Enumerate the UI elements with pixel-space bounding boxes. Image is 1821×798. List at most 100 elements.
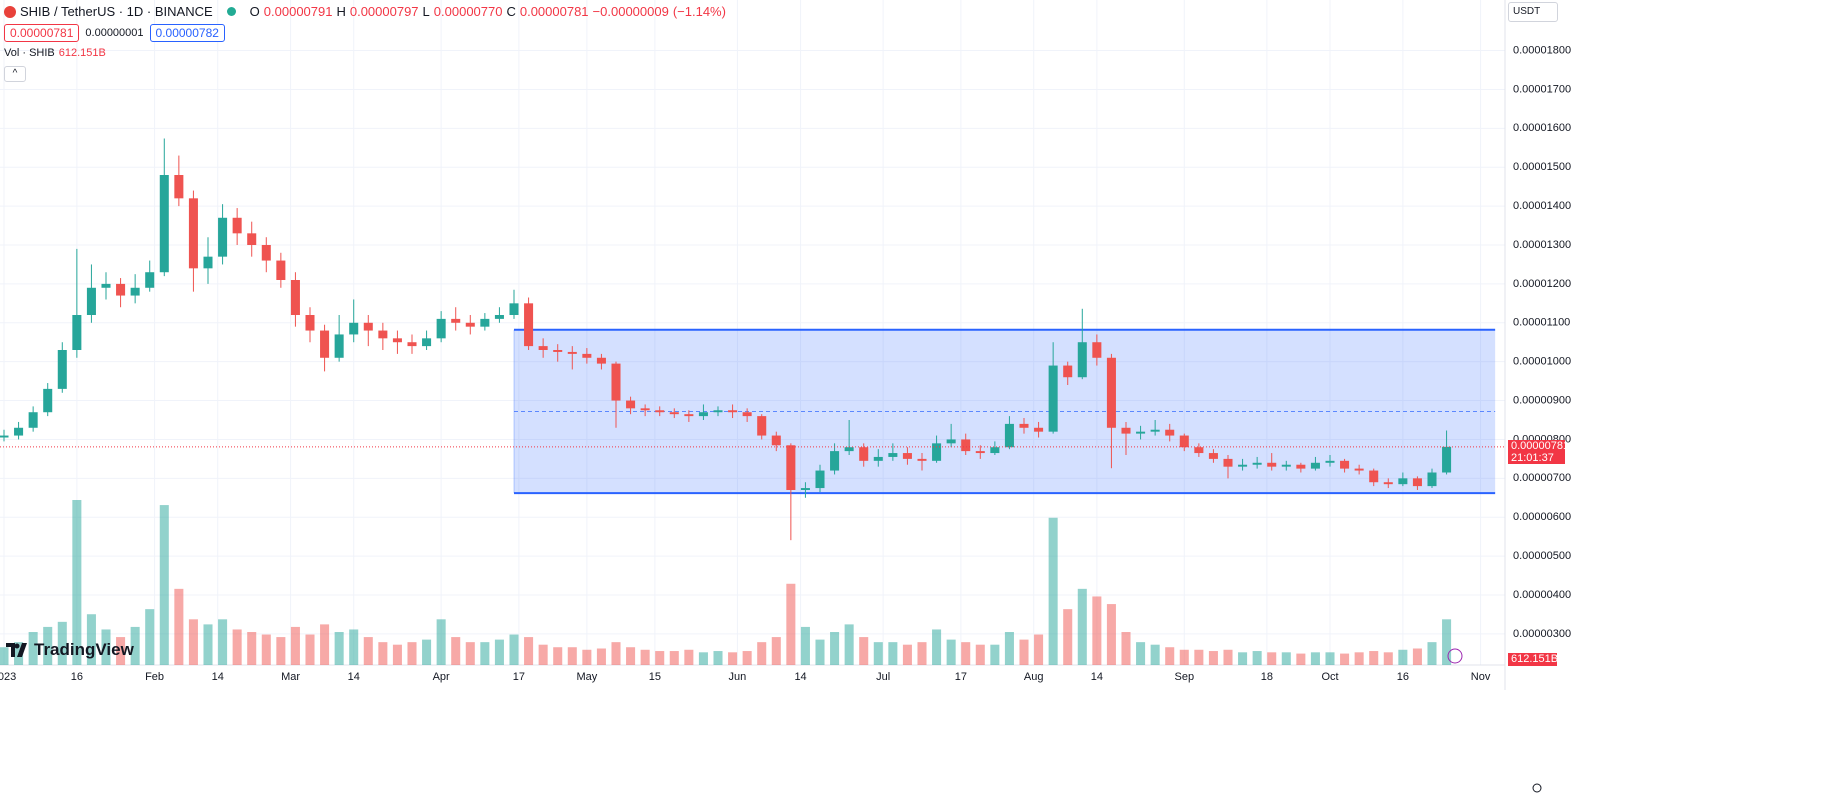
alert-icon[interactable] (1447, 648, 1463, 664)
y-tick-label: 0.00000600 (1513, 511, 1571, 523)
candle-body (1383, 482, 1393, 485)
volume-bar (524, 637, 534, 665)
volume-bar (407, 642, 417, 665)
volume-bar (130, 626, 140, 665)
currency-button[interactable]: USDT (1508, 2, 1558, 22)
ohlc-value: 0.00000781 (519, 4, 589, 19)
ohlc-key: C (506, 4, 516, 19)
x-tick-label: Oct (1321, 671, 1338, 683)
volume-bar (975, 644, 985, 665)
candle-body (363, 322, 373, 331)
volume-bar (232, 629, 242, 665)
volume-value: 612.151B (58, 47, 106, 59)
volume-bar (1340, 653, 1350, 665)
volume-bar (1267, 652, 1277, 665)
candle-body (130, 287, 140, 296)
last-price-badge: 0.00000781 21:01:37 (1508, 439, 1570, 464)
x-tick-label: 15 (649, 671, 661, 683)
candle-body (72, 315, 82, 350)
collapse-button[interactable]: ^ (4, 66, 26, 82)
change-percent: (−1.14%) (672, 4, 726, 19)
candle-body (728, 410, 738, 413)
x-tick-label: 17 (955, 671, 967, 683)
ohlc-value: 0.00000770 (433, 4, 503, 19)
candle-body (232, 217, 242, 234)
candle-body (494, 315, 504, 319)
volume-bar (611, 642, 621, 665)
candle-body (1398, 478, 1408, 485)
y-tick-label: 0.00001100 (1513, 317, 1570, 329)
volume-bar (28, 632, 38, 665)
candle-body (917, 458, 927, 461)
candle-body (946, 439, 956, 444)
y-tick-label: 0.00000300 (1513, 628, 1571, 640)
x-tick-label: Sep (1174, 671, 1194, 683)
candle-body (218, 217, 228, 257)
candle-body (611, 363, 621, 401)
x-tick-label: 2023 (0, 671, 16, 683)
candle-body (1136, 431, 1146, 434)
candle-body (1281, 464, 1291, 467)
buy-price[interactable]: 0.00000782 (149, 24, 225, 42)
volume-bar (1019, 639, 1029, 665)
x-tick-label: 14 (1091, 671, 1103, 683)
x-tick-label: Aug (1024, 671, 1044, 683)
volume-bar (1092, 596, 1102, 665)
candle-body (786, 445, 796, 490)
volume-bar (349, 629, 359, 665)
volume-bar (1238, 652, 1248, 665)
x-tick-label: 16 (71, 671, 83, 683)
candle-body (902, 453, 912, 459)
x-tick-label: Jul (876, 671, 890, 683)
x-tick-label: Mar (281, 671, 300, 683)
volume-bar (917, 642, 927, 665)
candle-body (1223, 458, 1233, 467)
volume-name: Vol · SHIB (4, 47, 55, 59)
candle-body (480, 318, 490, 327)
volume-bar (669, 651, 679, 665)
volume-bar (1369, 651, 1379, 665)
volume-bar (465, 642, 475, 665)
volume-bar (1325, 652, 1335, 665)
volume-bar (436, 619, 446, 665)
candle-body (290, 280, 300, 315)
volume-bar (101, 629, 111, 665)
candle-body (334, 334, 344, 358)
candle-body (1179, 435, 1189, 448)
volume-bar (946, 639, 956, 665)
candle-body (859, 447, 869, 461)
volume-bar (713, 651, 723, 665)
candle-body (1442, 446, 1452, 473)
symbol[interactable]: SHIB / TetherUS · 1D · BINANCE (20, 4, 213, 19)
volume-bar (800, 626, 810, 665)
last-price: 0.00000781 (1511, 439, 1570, 452)
candle-body (1369, 470, 1379, 483)
x-tick-label: 14 (348, 671, 360, 683)
x-tick-label: Nov (1471, 671, 1491, 683)
legend-row: SHIB / TetherUS · 1D · BINANCE O 0.000007… (4, 4, 726, 19)
y-tick-label: 0.00000500 (1513, 550, 1571, 562)
brand-logo[interactable]: TradingView (6, 640, 134, 660)
y-tick-label: 0.00000400 (1513, 589, 1571, 601)
candle-body (1121, 427, 1131, 434)
sell-price[interactable]: 0.00000781 (4, 24, 80, 42)
candle-body (28, 412, 38, 428)
volume-bar (276, 637, 286, 665)
settings-icon[interactable] (1532, 783, 1542, 793)
candle-body (538, 346, 548, 350)
volume-bar (1281, 652, 1291, 665)
x-tick-label: 14 (212, 671, 224, 683)
volume-bar (57, 621, 67, 665)
volume-bar (1383, 652, 1393, 665)
x-tick-label: Jun (729, 671, 747, 683)
volume-bar (203, 624, 213, 665)
volume-bar (786, 583, 796, 665)
candle-body (1019, 423, 1029, 428)
volume-bar (145, 609, 155, 665)
candle-body (975, 451, 985, 454)
candle-body (101, 283, 111, 288)
volume-bar (1179, 649, 1189, 665)
candle-body (873, 456, 883, 461)
